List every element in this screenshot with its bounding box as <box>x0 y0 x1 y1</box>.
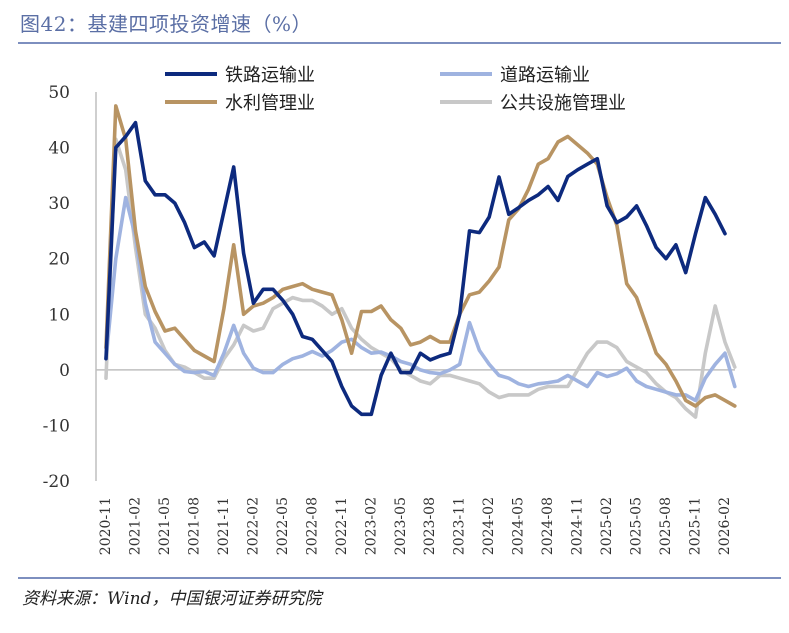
y-tick-label: 0 <box>59 361 70 381</box>
title-rule <box>18 42 781 44</box>
legend-label: 水利管理业 <box>225 93 315 114</box>
x-tick-label: 2022-05 <box>275 497 291 555</box>
series-line-2 <box>104 104 737 408</box>
x-tick-label: 2023-05 <box>393 497 409 555</box>
x-tick-label: 2021-05 <box>157 497 173 555</box>
x-tick-label: 2024-05 <box>511 497 527 555</box>
y-tick-label: 20 <box>48 250 70 270</box>
x-tick-label: 2024-02 <box>481 497 497 555</box>
x-tick-label: 2025-05 <box>629 497 645 555</box>
y-tick-label: -10 <box>43 416 70 436</box>
x-tick-label: 2021-11 <box>216 497 232 555</box>
x-tick-label: 2025-11 <box>688 497 704 555</box>
y-tick-label: 50 <box>48 83 70 103</box>
x-tick-label: 2022-08 <box>304 497 320 555</box>
x-tick-label: 2022-02 <box>245 497 261 555</box>
series-line-3 <box>104 137 737 419</box>
line-chart: -20 -10 0 10 20 30 40 50 2020-11 2021-02 2021-05 20… <box>43 65 737 555</box>
x-tick-label: 2022-11 <box>334 497 350 555</box>
series-line-0 <box>104 120 727 417</box>
y-tick-label: 40 <box>48 139 70 159</box>
x-tick-label: 2021-02 <box>127 497 143 555</box>
x-tick-label: 2026-02 <box>717 497 733 555</box>
figure-title: 图42：基建四项投资增速（%） <box>20 12 312 36</box>
x-tick-label: 2023-11 <box>452 497 468 555</box>
x-tick-label: 2023-02 <box>363 497 379 555</box>
x-tick-label: 2025-02 <box>599 497 615 555</box>
y-tick-label: 10 <box>48 305 70 325</box>
x-tick-label: 2024-11 <box>570 497 586 555</box>
series-line-1 <box>104 195 737 403</box>
x-tick-label: 2020-11 <box>98 497 114 555</box>
x-tick-label: 2025-08 <box>658 497 674 555</box>
source-note: 资料来源：Wind，中国银河证券研究院 <box>22 589 322 609</box>
legend-label: 道路运输业 <box>500 65 590 86</box>
x-tick-label: 2024-08 <box>540 497 556 555</box>
legend-label: 铁路运输业 <box>225 65 315 86</box>
x-tick-label: 2023-08 <box>422 497 438 555</box>
y-tick-label: -20 <box>43 472 70 492</box>
source-rule <box>18 577 781 579</box>
legend-label: 公共设施管理业 <box>500 93 626 114</box>
series-layer <box>104 104 737 419</box>
y-tick-label: 30 <box>48 194 70 214</box>
x-tick-label: 2021-08 <box>186 497 202 555</box>
